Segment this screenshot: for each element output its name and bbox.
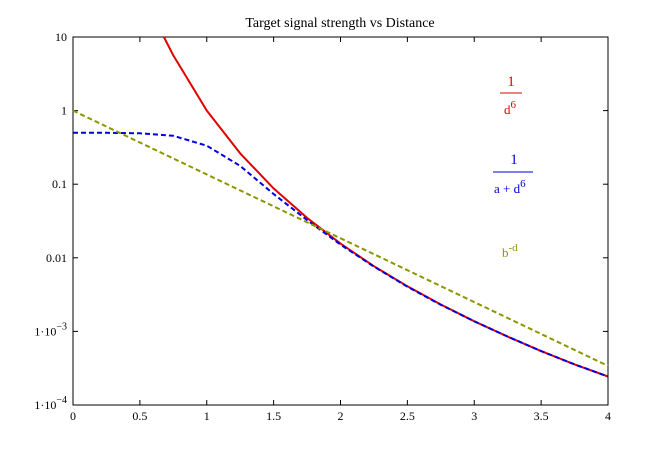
x-tick-label: 2 (338, 409, 344, 423)
legend-red-denominator: d6 (504, 99, 517, 117)
series-inverse-d6-line (163, 36, 609, 378)
series-inverse-a-plus-d6-line (73, 131, 609, 378)
chart-title: Target signal strength vs Distance (245, 16, 434, 31)
x-tick-label: 0.5 (132, 409, 147, 423)
y-tick-label: 10 (55, 30, 67, 44)
y-tick-label: 1 (61, 104, 67, 118)
x-tick-label: 3 (471, 409, 477, 423)
legend-blue-denominator: a + d6 (494, 178, 526, 196)
legend-blue-numerator: 1 (510, 152, 518, 168)
y-tick-label: 1·10−4 (34, 395, 67, 412)
annotations: 1 d6 1 a + d6 b-d (493, 74, 533, 260)
x-tick-label: 0 (70, 409, 76, 423)
x-tick-label: 1.5 (266, 409, 281, 423)
legend-olive-power: b-d (502, 242, 518, 260)
legend-red-numerator: 1 (507, 74, 515, 90)
ticks: 0 0.5 1 1.5 2 2.5 3 3.5 4 10 1 0.1 0.01 1·10−3 1·10−4 (34, 30, 611, 423)
x-tick-label: 4 (605, 409, 611, 423)
series-b-power-neg-d-line (72, 109, 609, 367)
x-tick-label: 2.5 (400, 409, 415, 423)
y-tick-label: 0.1 (52, 177, 67, 191)
y-tick-label: 0.01 (46, 251, 67, 265)
plot-frame (72, 36, 609, 406)
series (72, 36, 609, 378)
x-tick-label: 3.5 (534, 409, 549, 423)
x-tick-label: 1 (204, 409, 210, 423)
y-tick-label: 1·10−3 (34, 321, 67, 338)
